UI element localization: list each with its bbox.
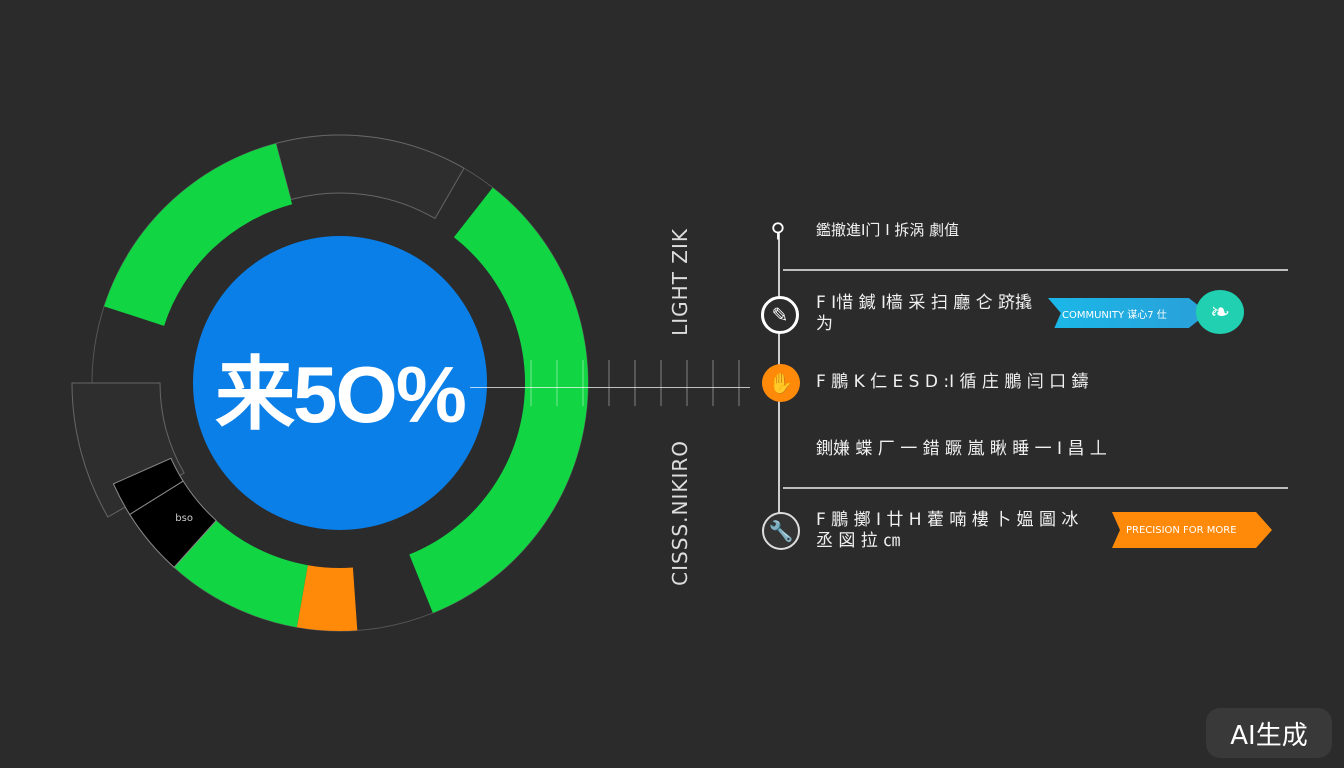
segment-orange: [296, 565, 358, 631]
hand-icon: ✋: [762, 364, 800, 402]
donut-ring: bso: [71, 134, 589, 632]
magnifier-icon: ⚲: [770, 218, 786, 242]
pencil-icon: ✎: [761, 296, 799, 334]
segment-green: [409, 187, 588, 613]
vertical-label-top: LIGHT ZIK: [668, 228, 692, 336]
divider: [783, 269, 1288, 271]
timeline-item-text: 鑑撤進I门 I 拆涡 劇值: [816, 221, 960, 239]
segment-label: bso: [175, 513, 193, 524]
precision-badge: PRECISION FOR MORE: [1112, 512, 1272, 548]
timeline-item-text: F 鵬 K 仁 E S D :I 循 庄 鵬 闫 口 鑄: [816, 372, 1089, 392]
connector-line: [470, 387, 750, 388]
community-badge: COMMUNITY 谋心7 仕: [1048, 298, 1208, 328]
segment-black: [112, 457, 184, 516]
timeline-item-text: 鍘嫌 蝶 厂 ⼀ 錯 蹶 嵐 瞅 睡 一 I 昌 丄: [816, 439, 1107, 459]
watermark: AI生成: [1206, 708, 1332, 758]
divider: [783, 487, 1288, 489]
timeline-item-text: F 鵬 擲 I 廿 H 藿 喃 樓 卜 媼 圖 冰 丞 図 拉 ㎝: [816, 510, 1079, 551]
center-circle: [193, 236, 487, 530]
timeline-item-text: F I惜 鍼 I樯 采 扫 廳 仑 跻撬 为: [816, 293, 1033, 334]
leaf-icon: ❧: [1196, 290, 1244, 334]
wrench-icon: 🔧: [762, 512, 800, 550]
segment-empty: [275, 134, 465, 220]
segment-green: [104, 143, 293, 326]
vertical-label-bottom: CISSS.NIKIRO: [668, 440, 692, 586]
segment-green: [174, 520, 308, 628]
center-percentage-label: 来5O%: [215, 350, 467, 439]
connector-glow: [530, 360, 750, 406]
